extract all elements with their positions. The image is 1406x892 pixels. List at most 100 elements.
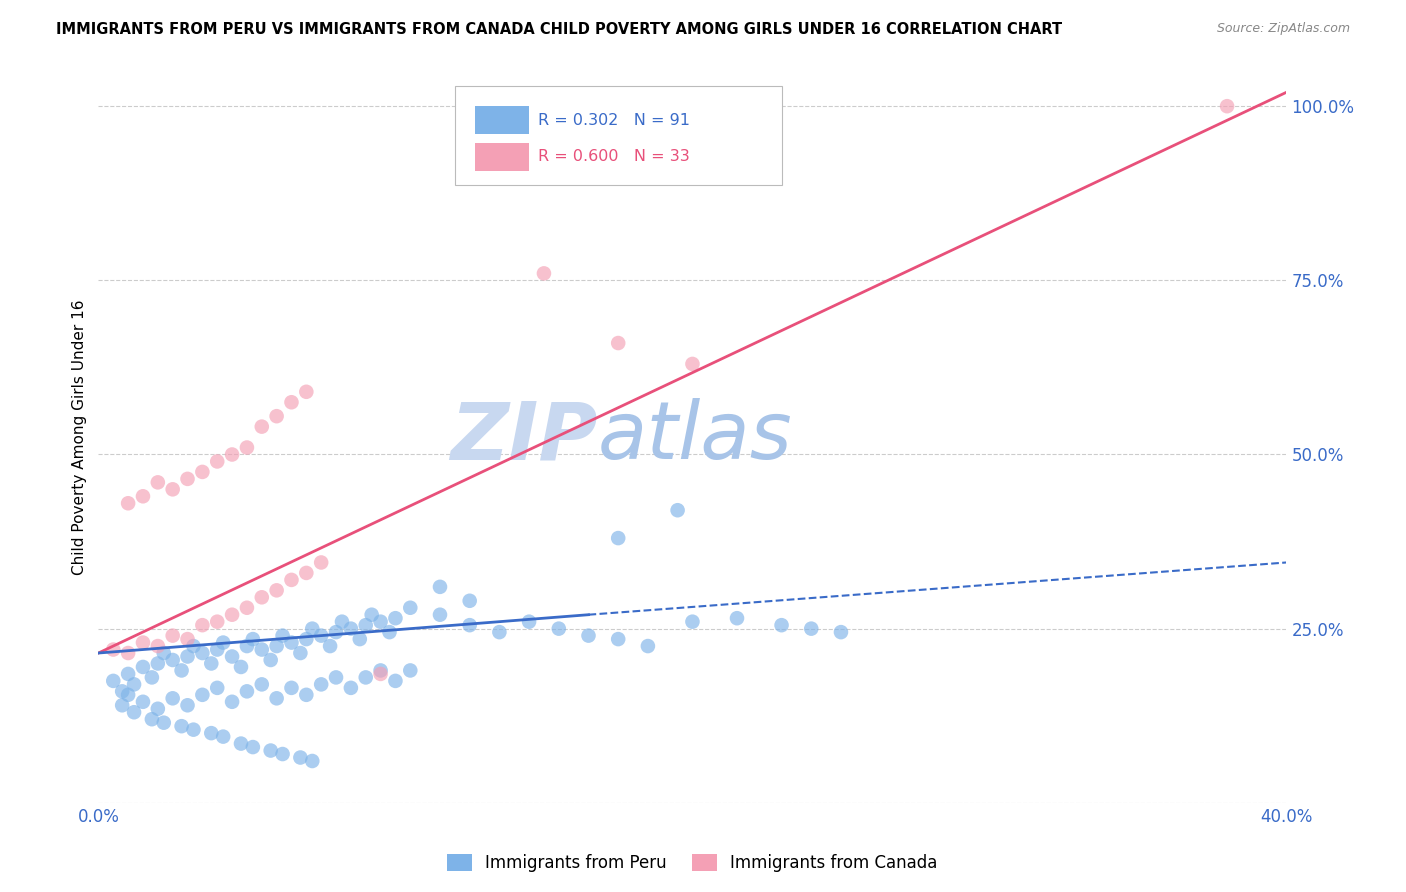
Point	[517, 615, 540, 629]
Point	[191, 688, 214, 702]
Point	[117, 667, 139, 681]
Point	[162, 691, 184, 706]
Point	[242, 632, 264, 646]
Point	[212, 635, 235, 649]
Point	[384, 611, 406, 625]
Point	[207, 681, 229, 695]
Point	[260, 743, 283, 757]
Point	[607, 531, 630, 545]
Point	[266, 409, 288, 424]
Point	[770, 618, 793, 632]
Point	[200, 657, 222, 671]
Point	[429, 607, 451, 622]
Point	[378, 625, 401, 640]
Point	[370, 615, 392, 629]
Point	[191, 465, 214, 479]
Point	[176, 632, 198, 646]
Point	[429, 580, 451, 594]
Point	[349, 632, 371, 646]
Point	[236, 639, 259, 653]
Point	[458, 618, 481, 632]
Point	[176, 649, 198, 664]
Point	[229, 660, 252, 674]
Point	[578, 629, 600, 643]
Point	[117, 688, 139, 702]
Legend: Immigrants from Peru, Immigrants from Canada: Immigrants from Peru, Immigrants from Ca…	[440, 847, 945, 879]
Point	[360, 607, 382, 622]
Point	[682, 357, 704, 371]
Point	[170, 719, 193, 733]
Point	[141, 670, 163, 684]
Point	[533, 266, 555, 280]
Point	[141, 712, 163, 726]
Point	[666, 503, 689, 517]
Point	[340, 681, 363, 695]
Point	[250, 677, 273, 691]
Point	[319, 639, 342, 653]
Point	[280, 395, 302, 409]
Point	[176, 472, 198, 486]
Point	[830, 625, 852, 640]
Point	[309, 629, 332, 643]
Point	[221, 695, 243, 709]
Point	[207, 615, 229, 629]
Point	[340, 622, 363, 636]
Point	[122, 705, 145, 719]
Point	[271, 747, 294, 761]
Point	[221, 649, 243, 664]
Text: R = 0.302   N = 91: R = 0.302 N = 91	[538, 113, 690, 128]
Text: atlas: atlas	[598, 398, 792, 476]
Point	[266, 691, 288, 706]
Point	[260, 653, 283, 667]
Point	[295, 566, 318, 580]
Point	[290, 750, 312, 764]
Point	[250, 591, 273, 605]
Point	[207, 454, 229, 468]
Point	[295, 384, 318, 399]
Point	[370, 667, 392, 681]
Point	[250, 419, 273, 434]
Point	[236, 441, 259, 455]
Point	[280, 681, 302, 695]
Point	[152, 646, 174, 660]
Point	[607, 632, 630, 646]
Point	[370, 664, 392, 678]
Point	[162, 629, 184, 643]
Point	[1216, 99, 1239, 113]
Point	[399, 664, 422, 678]
Point	[236, 600, 259, 615]
Point	[132, 660, 155, 674]
Point	[682, 615, 704, 629]
Point	[183, 723, 205, 737]
Point	[132, 489, 155, 503]
Point	[309, 556, 332, 570]
Point	[271, 629, 294, 643]
Point	[295, 688, 318, 702]
Point	[325, 625, 347, 640]
Point	[290, 646, 312, 660]
Point	[384, 673, 406, 688]
Point	[146, 639, 169, 653]
Point	[354, 670, 377, 684]
Point	[103, 673, 125, 688]
FancyBboxPatch shape	[456, 86, 782, 185]
Point	[399, 600, 422, 615]
Point	[111, 698, 134, 713]
Point	[301, 622, 323, 636]
Point	[236, 684, 259, 698]
Point	[330, 615, 353, 629]
Point	[162, 483, 184, 497]
Point	[354, 618, 377, 632]
Point	[266, 639, 288, 653]
Point	[242, 740, 264, 755]
Point	[191, 618, 214, 632]
Point	[146, 657, 169, 671]
Point	[800, 622, 823, 636]
Point	[207, 642, 229, 657]
Point	[200, 726, 222, 740]
Point	[301, 754, 323, 768]
Point	[547, 622, 569, 636]
Point	[488, 625, 510, 640]
Point	[266, 583, 288, 598]
Point	[111, 684, 134, 698]
